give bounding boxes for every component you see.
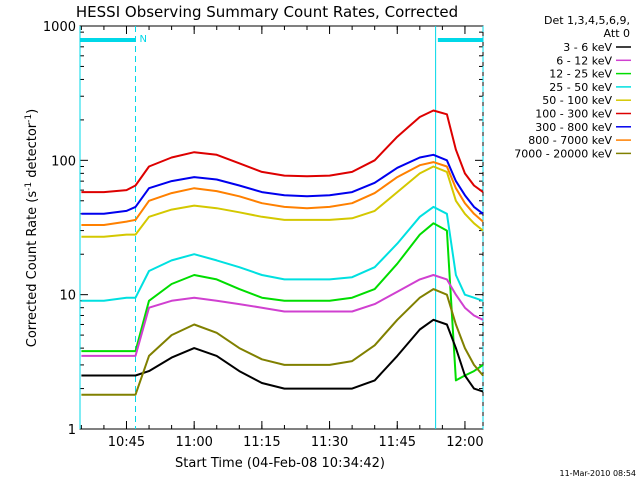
- legend-header-1: Det 1,3,4,5,6,9,: [544, 14, 630, 27]
- legend-label: 800 - 7000 keV: [528, 134, 612, 147]
- legend-header-2: Att 0: [604, 27, 630, 40]
- series-line: [81, 109, 484, 194]
- x-tick-label: 11:30: [311, 435, 348, 450]
- series-line: [81, 222, 484, 382]
- series-line: [81, 274, 484, 357]
- legend-label: 6 - 12 keV: [556, 54, 612, 67]
- series-line: [81, 161, 484, 226]
- axis-ticks: 10:45 11:00 11:15 11:30 11:45 12:00 1 10 100 1000: [43, 20, 484, 450]
- series-line: [81, 205, 484, 302]
- y-tick-label: 100: [51, 154, 76, 169]
- y-axis-label-sup1: -1: [24, 182, 34, 191]
- y-axis-label: Corrected Count Rate (s-1 detector-1): [24, 109, 40, 347]
- legend-label: 7000 - 20000 keV: [514, 147, 612, 160]
- legend-label: 100 - 300 keV: [535, 108, 612, 121]
- data-series: [81, 109, 484, 396]
- x-tick-label: 12:00: [446, 435, 483, 450]
- x-tick-label: 11:15: [243, 435, 280, 450]
- timestamp: 11-Mar-2010 08:54: [560, 469, 637, 478]
- series-line: [81, 288, 484, 396]
- y-tick-label: 10: [59, 289, 76, 304]
- x-tick-label: 11:00: [175, 435, 212, 450]
- series-line: [81, 318, 484, 393]
- time-markers: N: [79, 26, 484, 429]
- y-axis-label-sup2: -1: [24, 114, 34, 123]
- chart-title: HESSI Observing Summary Count Rates, Cor…: [76, 3, 458, 21]
- series-line: [81, 165, 484, 238]
- y-axis-label-main: Corrected Count Rate (s: [25, 191, 40, 348]
- night-marker-label: N: [140, 34, 147, 45]
- y-axis-label-end: ): [25, 109, 40, 114]
- legend-label: 300 - 800 keV: [535, 121, 612, 134]
- y-tick-label: 1: [68, 423, 76, 438]
- legend-label: 25 - 50 keV: [549, 81, 612, 94]
- x-tick-label: 11:45: [379, 435, 416, 450]
- y-tick-label: 1000: [43, 20, 76, 35]
- x-axis-label: Start Time (04-Feb-08 10:34:42): [175, 456, 385, 471]
- legend-label: 12 - 25 keV: [549, 68, 612, 81]
- series-line: [81, 153, 484, 215]
- legend-label: 50 - 100 keV: [542, 94, 612, 107]
- legend-label: 3 - 6 keV: [563, 41, 612, 54]
- y-axis-label-mid: detector: [25, 122, 40, 182]
- x-tick-label: 10:45: [108, 435, 145, 450]
